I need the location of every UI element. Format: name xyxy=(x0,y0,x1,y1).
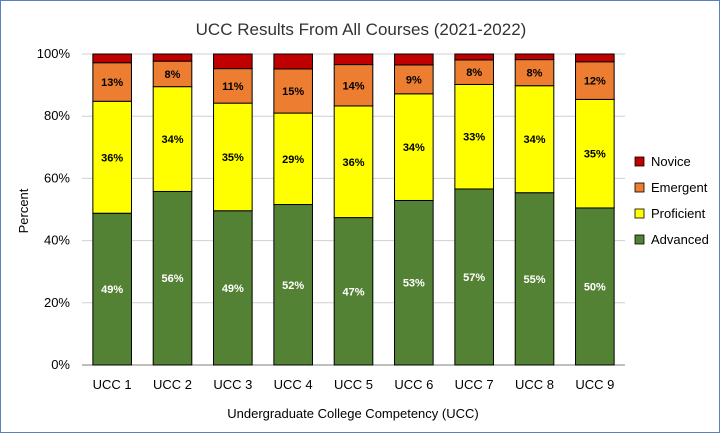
data-label-proficient-7: 33% xyxy=(463,132,485,144)
x-tick-label: UCC 6 xyxy=(394,377,433,392)
bar-novice-9 xyxy=(575,53,615,63)
x-tick-label: UCC 3 xyxy=(213,377,252,392)
legend: Novice Emergent Proficient Advanced xyxy=(634,154,709,247)
data-label-proficient-1: 36% xyxy=(101,152,123,164)
data-label-proficient-5: 36% xyxy=(342,157,364,169)
y-tick-label: 100% xyxy=(37,46,71,61)
y-tick-label: 20% xyxy=(44,295,70,310)
legend-swatch-emergent xyxy=(634,182,645,193)
data-label-emergent-3: 11% xyxy=(222,81,244,93)
data-label-proficient-8: 34% xyxy=(523,134,545,146)
y-tick-label: 40% xyxy=(44,233,70,248)
chart-title: UCC Results From All Courses (2021-2022) xyxy=(196,20,527,39)
legend-swatch-advanced xyxy=(634,234,645,245)
data-label-advanced-3: 49% xyxy=(222,283,244,295)
bar-advanced-6 xyxy=(394,199,434,366)
data-label-advanced-9: 50% xyxy=(584,281,606,293)
data-label-advanced-8: 55% xyxy=(523,274,545,286)
x-axis-ticks: UCC 1 UCC 2 UCC 3 UCC 4 UCC 5 UCC 6 UCC 7 UCC 8… xyxy=(93,377,615,392)
bar-proficient-9 xyxy=(575,98,615,209)
bar-advanced-1 xyxy=(92,212,132,366)
data-label-advanced-1: 49% xyxy=(101,284,123,296)
data-label-proficient-2: 34% xyxy=(161,134,183,146)
bar-proficient-6 xyxy=(394,93,434,201)
data-label-emergent-1: 13% xyxy=(101,77,123,89)
y-tick-label: 80% xyxy=(44,108,70,123)
x-tick-label: UCC 1 xyxy=(93,377,132,392)
legend-swatch-proficient xyxy=(634,208,645,219)
bar-emergent-7 xyxy=(454,59,494,85)
data-label-proficient-9: 35% xyxy=(584,149,606,161)
bar-advanced-8 xyxy=(514,192,555,366)
bar-novice-6 xyxy=(394,53,434,66)
bar-advanced-5 xyxy=(333,217,374,366)
data-label-emergent-6: 9% xyxy=(406,74,422,86)
data-label-advanced-5: 47% xyxy=(342,286,364,298)
legend-swatch-novice xyxy=(634,156,645,167)
bar-novice-8 xyxy=(514,53,555,61)
legend-label-emergent: Emergent xyxy=(651,180,708,195)
y-tick-label: 60% xyxy=(44,170,70,185)
bar-proficient-8 xyxy=(514,85,555,194)
legend-label-novice: Novice xyxy=(651,154,691,169)
bar-emergent-2 xyxy=(152,60,193,88)
bar-novice-2 xyxy=(152,53,193,62)
x-tick-label: UCC 8 xyxy=(515,377,554,392)
bar-novice-7 xyxy=(454,53,494,61)
bar-novice-4 xyxy=(273,53,313,70)
bar-proficient-3 xyxy=(213,102,253,212)
legend-label-advanced: Advanced xyxy=(651,232,709,247)
bar-novice-1 xyxy=(92,53,132,64)
y-axis-ticks: 0% 20% 40% 60% 80% 100% xyxy=(37,46,71,372)
bar-novice-3 xyxy=(213,53,253,70)
x-tick-label: UCC 9 xyxy=(575,377,614,392)
bar-proficient-2 xyxy=(152,86,193,192)
data-label-advanced-6: 53% xyxy=(403,278,425,290)
data-label-emergent-2: 8% xyxy=(165,69,181,81)
bar-novice-5 xyxy=(333,53,374,66)
data-label-proficient-4: 29% xyxy=(282,154,304,166)
y-axis-label: Percent xyxy=(16,188,31,233)
data-label-emergent-8: 8% xyxy=(527,68,543,80)
x-tick-label: UCC 7 xyxy=(455,377,494,392)
data-label-emergent-7: 8% xyxy=(466,67,482,79)
data-label-advanced-2: 56% xyxy=(161,273,183,285)
y-tick-label: 0% xyxy=(51,357,70,372)
bar-proficient-7 xyxy=(454,83,494,190)
bar-advanced-4 xyxy=(273,204,313,366)
bar-proficient-1 xyxy=(92,100,132,214)
bar-emergent-5 xyxy=(333,64,374,107)
bar-proficient-5 xyxy=(333,105,374,219)
data-label-emergent-5: 14% xyxy=(342,80,364,92)
legend-label-proficient: Proficient xyxy=(651,206,706,221)
bars: 49% 36% 13% 56% 34% 8% 49% 35% 11% 52% 29% 15% 47% 36… xyxy=(92,53,615,366)
x-tick-label: UCC 2 xyxy=(153,377,192,392)
x-tick-label: UCC 5 xyxy=(334,377,373,392)
bar-proficient-4 xyxy=(273,112,313,206)
x-tick-label: UCC 4 xyxy=(274,377,313,392)
data-label-advanced-4: 52% xyxy=(282,280,304,292)
bar-advanced-7 xyxy=(454,188,494,366)
bar-advanced-9 xyxy=(575,207,615,366)
data-label-emergent-4: 15% xyxy=(282,86,304,98)
data-label-advanced-7: 57% xyxy=(463,272,485,284)
data-label-emergent-9: 12% xyxy=(584,76,606,88)
bar-emergent-1 xyxy=(92,62,132,102)
bar-advanced-3 xyxy=(213,210,253,366)
data-label-proficient-3: 35% xyxy=(222,152,244,164)
data-label-proficient-6: 34% xyxy=(403,142,425,154)
x-axis-label: Undergraduate College Competency (UCC) xyxy=(227,406,478,421)
